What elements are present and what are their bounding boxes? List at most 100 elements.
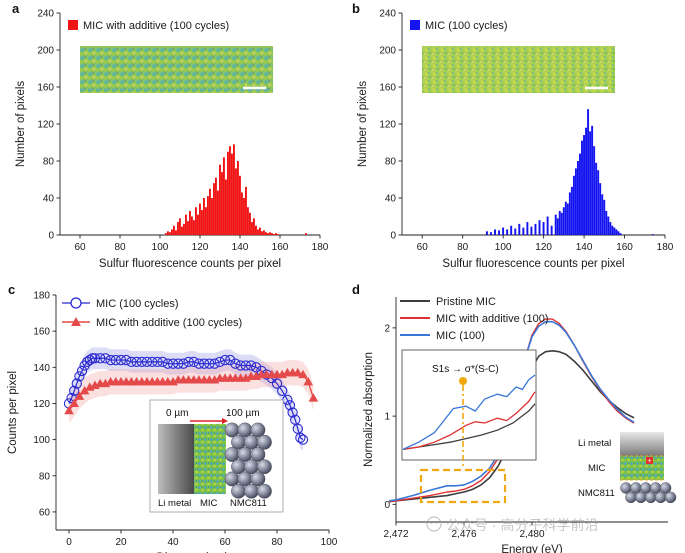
hist-b-bar: [572, 175, 575, 235]
profile-c-point-mic: [209, 358, 220, 369]
hist-a-bar: [207, 196, 209, 235]
cell-mic-label: MIC: [588, 463, 606, 474]
profile-c-point-mic: [89, 353, 101, 364]
hist-a-bar: [253, 218, 255, 235]
cell-mic-layer: [620, 456, 664, 480]
profile-c-point-additive: [79, 386, 90, 395]
inset-c-right-label: 100 µm: [226, 408, 260, 419]
panel-d: d 2,472 2,476 2,480 0 1 2 Energy (eV) Normalize…: [352, 282, 677, 553]
xanes-d-legend-label-1: MIC with additive (100): [436, 313, 549, 325]
profile-c-point-mic: [87, 353, 98, 364]
hist-b-bar: [538, 220, 541, 235]
hist-a-bar: [221, 172, 223, 235]
profile-c-point-mic: [277, 385, 288, 396]
hist-a-bar: [267, 233, 269, 235]
cell-nmc-sphere: [654, 491, 667, 504]
profile-c-point-additive: [74, 391, 85, 400]
nmc811-sphere: [250, 471, 266, 487]
profile-c-point-additive: [64, 405, 74, 415]
nmc811-sphere: [250, 447, 266, 462]
profile-c-y-tick-label: 60: [39, 507, 51, 518]
hist-a-bar: [269, 232, 271, 235]
profile-c-point-mic: [271, 378, 283, 389]
hist-b-bar: [546, 216, 549, 235]
hist-b-legend-label: MIC (100 cycles): [425, 20, 508, 32]
hist-a-bar: [169, 232, 171, 235]
profile-c-y-tick-label: 140: [33, 363, 50, 374]
hist-a-y-tick-label: 160: [37, 83, 54, 94]
profile-c-y-tick-label: 100: [33, 435, 50, 446]
hist-b-bar: [591, 125, 594, 235]
profile-c-point-mic: [121, 354, 132, 366]
hist-b-bar: [570, 186, 573, 235]
hist-a-bar: [197, 214, 199, 235]
profile-c-point-mic: [188, 356, 199, 368]
hist-b-bar: [566, 203, 569, 235]
profile-c-point-additive: [298, 369, 308, 379]
profile-c-point-mic: [100, 353, 111, 364]
hist-a-y-tick-label: 40: [43, 194, 55, 205]
profile-c-point-mic: [141, 356, 153, 368]
hist-a-bar: [183, 223, 185, 235]
hist-b-bar: [556, 218, 559, 235]
hist-b-bar: [613, 227, 616, 235]
hist-b-bar: [599, 183, 602, 235]
hist-a-bar: [177, 222, 179, 235]
inset-c-left-label: 0 µm: [166, 408, 188, 419]
cell-nmc-spheres: [620, 482, 677, 504]
profile-c-point-mic: [157, 356, 168, 368]
profile-c-x-tick-label: 80: [271, 537, 283, 548]
zoom-region-box: [419, 468, 507, 504]
profile-c-point-mic: [110, 354, 121, 366]
profile-c-point-mic: [147, 356, 158, 368]
hist-a-bar: [173, 225, 175, 235]
hist-a-bar: [251, 222, 253, 235]
watermark: 公众号 · 高分子科学前沿: [426, 516, 598, 533]
hist-a-bar: [185, 214, 187, 235]
nmc811-sphere: [250, 422, 266, 438]
hist-b-y-label: Number of pixels: [357, 81, 369, 168]
hist-a-y-tick-label: 0: [48, 231, 54, 242]
zoom-inset-line-2: [402, 374, 536, 450]
hist-b-y-tick-label: 0: [390, 231, 396, 242]
profile-c-legend-label-mic: MIC (100 cycles): [96, 298, 179, 310]
hist-a-bar: [223, 157, 225, 235]
panel-c-letter: c: [8, 282, 15, 297]
hist-b-x-tick-label: 120: [535, 242, 552, 253]
zoom-marker: [459, 377, 467, 385]
hist-a-bar: [171, 229, 173, 235]
hist-b-bar: [564, 201, 567, 235]
inset-c-mic-label: MIC: [200, 498, 218, 509]
hist-b-bar: [560, 212, 563, 235]
watermark-text: 公众号 · 高分子科学前沿: [446, 517, 598, 533]
hist-b-bar: [611, 225, 614, 235]
hist-b-bar: [609, 222, 612, 235]
cell-nmc-sphere: [645, 491, 657, 504]
nmc811-sphere: [244, 483, 259, 499]
hist-b-bar: [510, 225, 513, 235]
hist-b-x-label: Sulfur fluorescence counts per pixel: [442, 258, 624, 270]
hist-a-x-tick-label: 80: [114, 242, 126, 253]
hist-a-legend-swatch: [68, 20, 78, 30]
profile-c-point-additive: [293, 367, 303, 377]
profile-c-point-mic: [105, 354, 116, 366]
cell-nmc-sphere: [659, 482, 672, 494]
hist-a-fluorescence-map: [80, 46, 273, 93]
inset-c-arrowhead: [222, 418, 228, 424]
panel-b: b 60 80 100 120 140 160 180 0 40 80 120 160 200 240 Su…: [352, 1, 674, 270]
xanes-d-x-tick-label: 2,476: [451, 529, 476, 540]
hist-a-x-tick-label: 60: [74, 242, 86, 253]
hist-b-bar: [554, 214, 557, 235]
hist-a-y-tick-label: 240: [37, 9, 54, 20]
hist-b-bar: [574, 168, 577, 235]
profile-c-point-mic: [71, 378, 82, 389]
hist-a-bar: [213, 183, 215, 235]
profile-c-x-tick-label: 100: [321, 537, 338, 548]
profile-c-x-tick-label: 60: [219, 537, 231, 548]
profile-c-point-mic: [76, 365, 88, 377]
profile-c-point-mic: [295, 432, 306, 443]
hist-a-bar: [179, 218, 181, 235]
hist-a-bar: [235, 168, 237, 235]
hist-a-bar: [271, 233, 273, 235]
